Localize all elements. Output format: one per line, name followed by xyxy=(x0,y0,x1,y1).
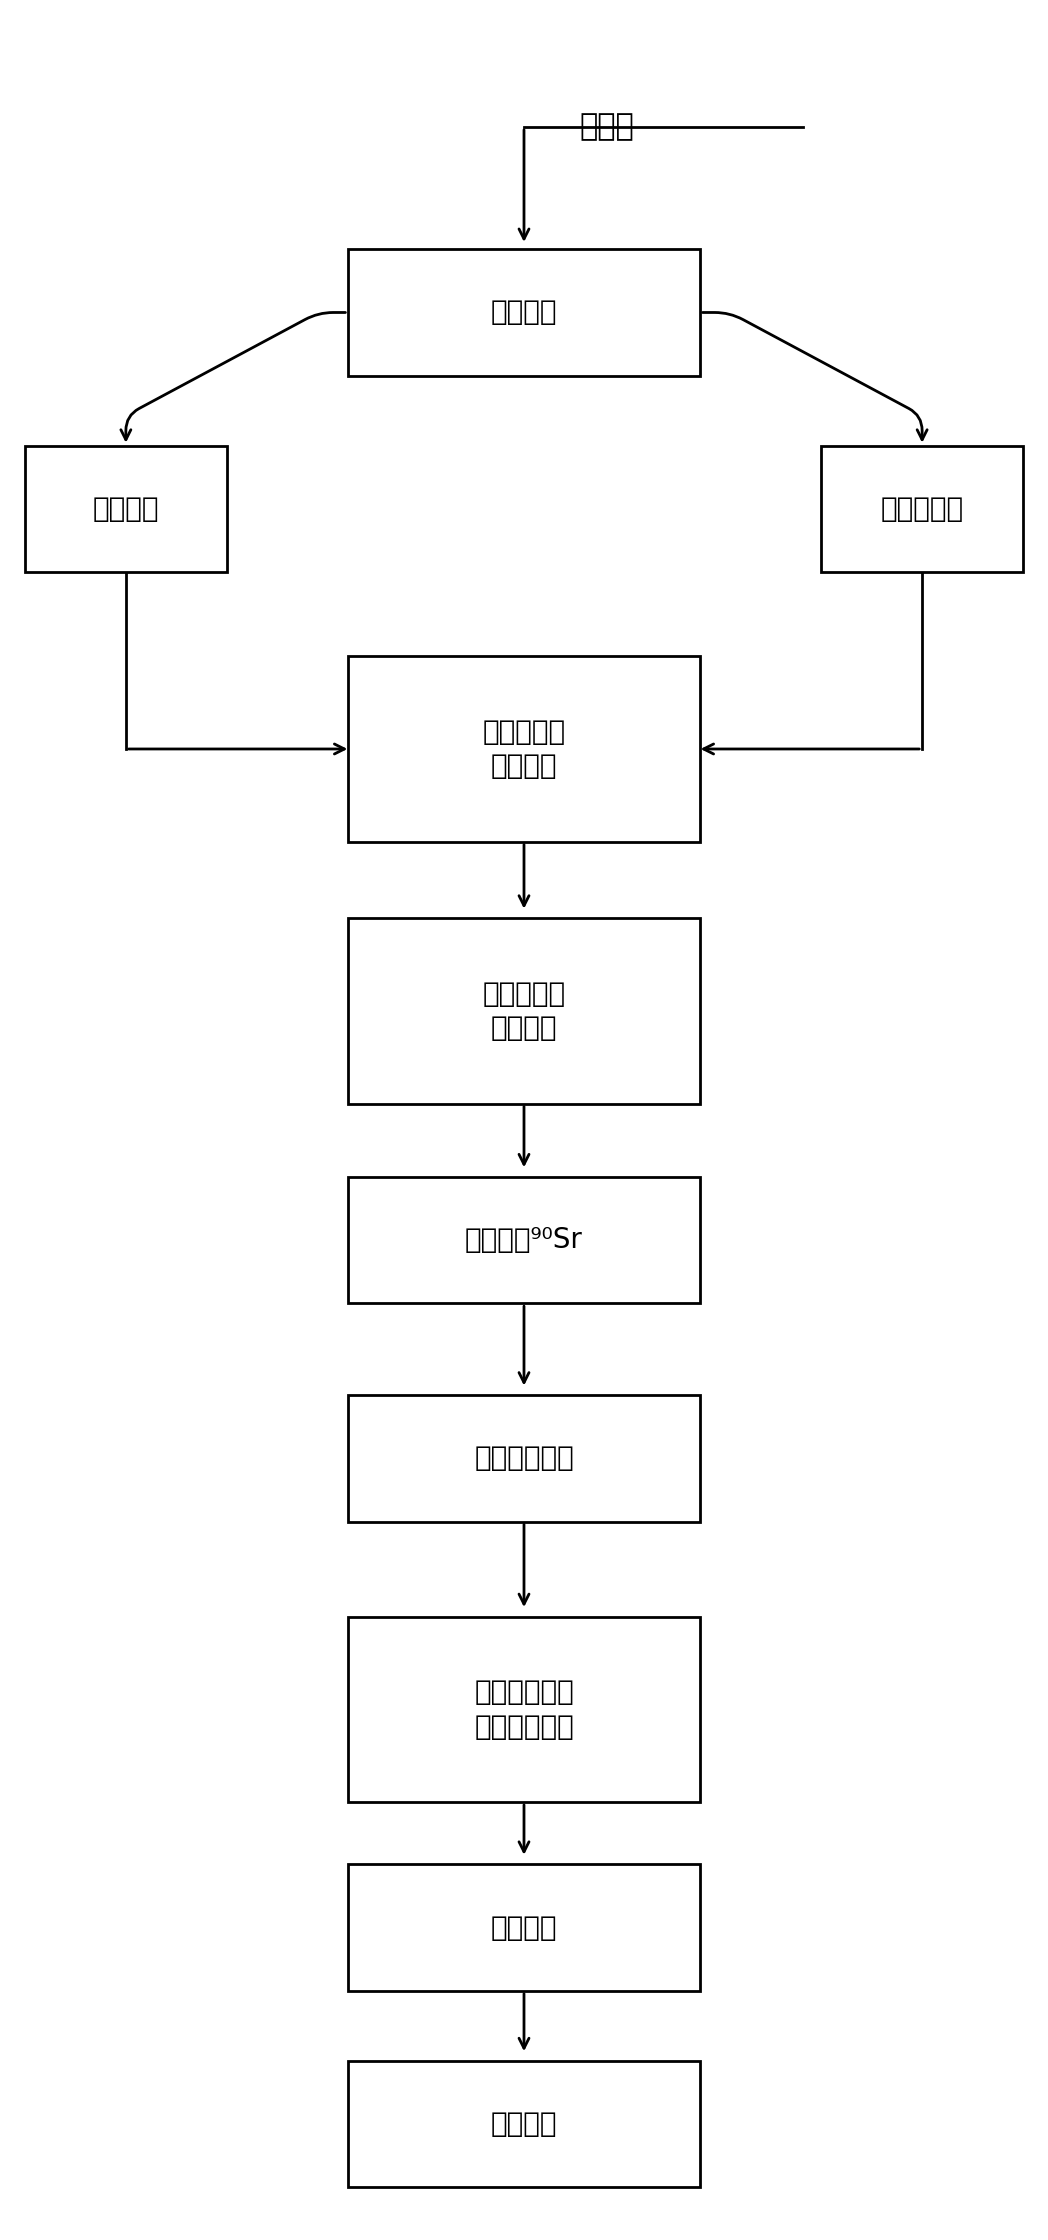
Text: 硝酸溶解草
酸盐沉淠: 硝酸溶解草 酸盐沉淠 xyxy=(482,979,566,1042)
Text: 草酸沉淠锶，
再用硝酸溶解: 草酸沉淠锶， 再用硝酸溶解 xyxy=(474,1678,574,1740)
FancyBboxPatch shape xyxy=(348,1617,700,1801)
Text: 盐酸浸取: 盐酸浸取 xyxy=(92,495,159,522)
FancyBboxPatch shape xyxy=(348,918,700,1104)
Text: 样品灸烧: 样品灸烧 xyxy=(490,298,558,327)
Text: 液闪测量: 液闪测量 xyxy=(490,1913,558,1942)
Text: 树脂分离⁹⁰Sr: 树脂分离⁹⁰Sr xyxy=(465,1225,583,1254)
FancyBboxPatch shape xyxy=(348,656,700,842)
Text: 测定化学收率: 测定化学收率 xyxy=(474,1445,574,1472)
Text: 计算活度: 计算活度 xyxy=(490,2110,558,2137)
Text: 草酸沉淠浓
集锶和钒: 草酸沉淠浓 集锶和钒 xyxy=(482,717,566,780)
FancyBboxPatch shape xyxy=(822,446,1023,571)
Text: 混酸全溶解: 混酸全溶解 xyxy=(880,495,964,522)
FancyBboxPatch shape xyxy=(348,2061,700,2186)
Text: 锶载体: 锶载体 xyxy=(580,112,634,141)
FancyBboxPatch shape xyxy=(348,1176,700,1304)
FancyBboxPatch shape xyxy=(348,249,700,376)
FancyBboxPatch shape xyxy=(348,1396,700,1521)
FancyBboxPatch shape xyxy=(25,446,226,571)
FancyBboxPatch shape xyxy=(348,1864,700,1991)
